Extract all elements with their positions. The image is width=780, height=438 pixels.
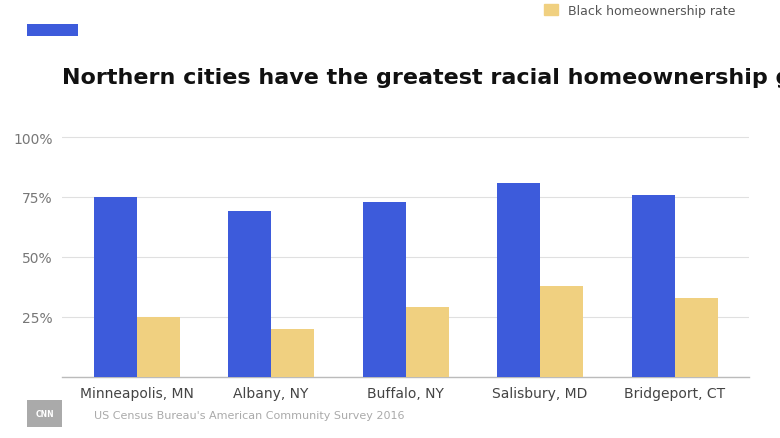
Bar [540, 286, 583, 377]
Bar [675, 298, 718, 377]
Text: CNN: CNN [36, 409, 54, 418]
Bar [406, 307, 448, 377]
Bar [271, 329, 314, 377]
Bar [94, 198, 136, 377]
Legend: White homeownership rate, Black homeownership rate: White homeownership rate, Black homeowne… [539, 0, 743, 23]
Bar [497, 183, 540, 377]
Bar [136, 317, 179, 377]
Text: US Census Bureau's American Community Survey 2016: US Census Bureau's American Community Su… [94, 410, 404, 420]
Text: Northern cities have the greatest racial homeownership gaps: Northern cities have the greatest racial… [62, 67, 780, 88]
Bar [363, 202, 406, 377]
Bar [632, 195, 675, 377]
Bar [228, 212, 271, 377]
